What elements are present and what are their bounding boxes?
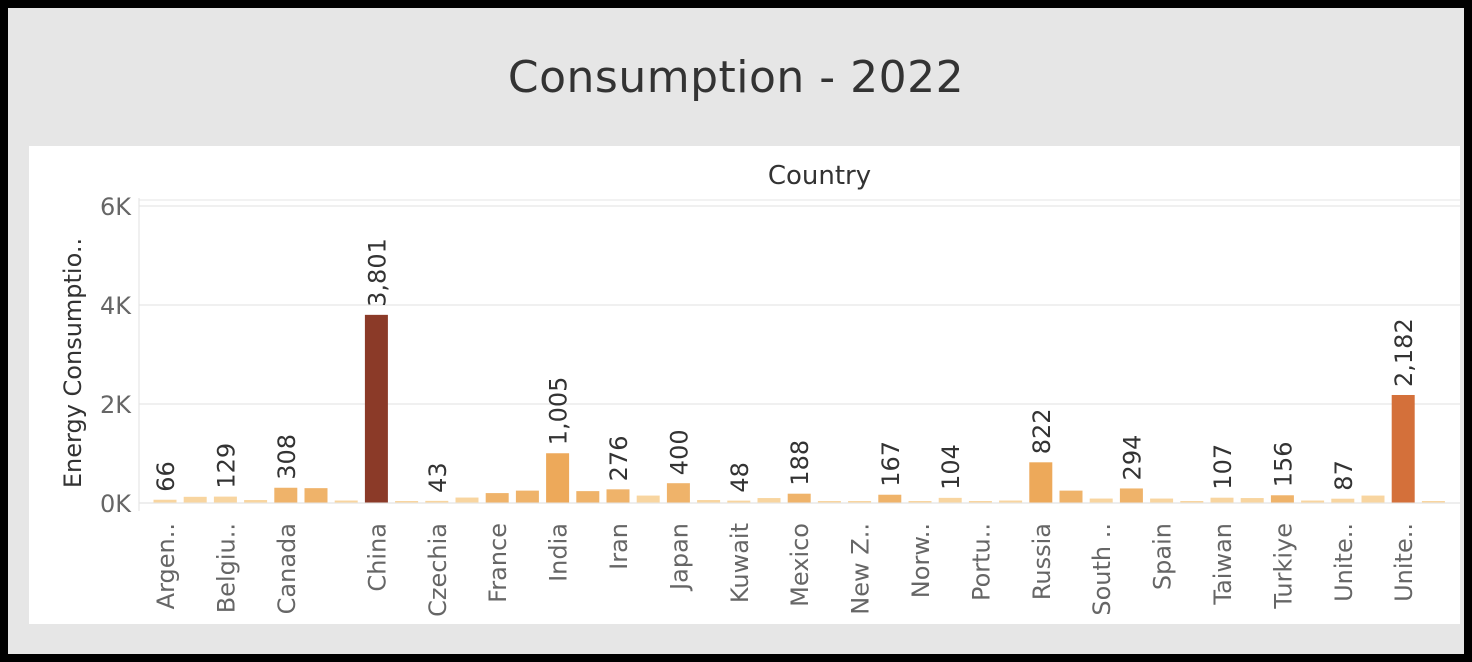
x-tick-label: India — [545, 523, 573, 582]
chart-header: Country — [768, 161, 871, 191]
bar[interactable] — [1059, 490, 1083, 503]
bar[interactable] — [848, 501, 872, 503]
data-label: 167 — [877, 441, 905, 487]
chart-panel: Country Energy Consumptio.. 0K 2K 4K 6K 66 Arge… — [29, 146, 1460, 624]
data-label: 3,801 — [363, 238, 391, 307]
x-tick-label: Czechia — [424, 523, 452, 617]
x-tick-label: Argen.. — [152, 523, 180, 609]
bar[interactable] — [274, 487, 298, 503]
data-label: 188 — [786, 440, 814, 486]
y-tick-label: 6K — [100, 193, 132, 221]
bar[interactable] — [213, 496, 237, 503]
x-tick-label: France — [484, 523, 512, 603]
bar[interactable] — [1421, 501, 1445, 503]
data-label: 400 — [665, 429, 693, 475]
y-tick-label: 0K — [100, 490, 132, 518]
x-tick-label: New Z.. — [847, 523, 875, 615]
x-tick-label: Spain — [1149, 523, 1177, 590]
bar[interactable] — [606, 489, 630, 503]
bar[interactable] — [908, 501, 932, 503]
bar[interactable] — [455, 497, 479, 503]
x-tick-label: Turkiye — [1269, 523, 1297, 610]
bar[interactable] — [395, 501, 419, 503]
data-label: 294 — [1118, 435, 1146, 481]
x-tick-label: Japan — [665, 523, 693, 592]
x-tick-label: Unite.. — [1390, 523, 1418, 602]
x-tick-label: Mexico — [786, 523, 814, 607]
data-label: 48 — [726, 462, 754, 493]
bar[interactable] — [817, 501, 841, 503]
bar[interactable] — [878, 494, 902, 503]
bar[interactable] — [1240, 498, 1264, 503]
bar[interactable] — [1391, 394, 1415, 503]
data-label: 1,005 — [545, 377, 573, 446]
x-tick-label: Russia — [1028, 523, 1056, 600]
x-tick-label: Unite.. — [1330, 523, 1358, 602]
data-label: 156 — [1269, 441, 1297, 487]
bar[interactable] — [1210, 497, 1234, 503]
bar[interactable] — [153, 499, 177, 503]
data-label: 87 — [1330, 460, 1358, 491]
data-label: 129 — [212, 443, 240, 489]
bar[interactable] — [244, 500, 268, 503]
x-tick-label: Taiwan — [1209, 523, 1237, 606]
x-tick-label: South .. — [1088, 523, 1116, 616]
y-tick-label: 4K — [100, 292, 132, 320]
y-axis-label: Energy Consumptio.. — [59, 238, 87, 488]
bar[interactable] — [787, 493, 811, 503]
bar-chart: Country Energy Consumptio.. 0K 2K 4K 6K 66 Arge… — [59, 161, 1460, 617]
bar[interactable] — [183, 496, 207, 503]
chart-title: Consumption - 2022 — [507, 52, 965, 103]
bar[interactable] — [1301, 500, 1325, 503]
bar[interactable] — [1089, 498, 1113, 503]
x-tick-label: China — [363, 523, 391, 592]
bar[interactable] — [999, 500, 1023, 503]
bar[interactable] — [515, 490, 539, 503]
bar[interactable] — [1150, 498, 1174, 503]
data-label: 43 — [424, 462, 452, 493]
bar[interactable] — [304, 488, 328, 503]
data-label: 107 — [1209, 444, 1237, 490]
data-label: 276 — [605, 436, 633, 482]
bar[interactable] — [1029, 462, 1053, 503]
x-tick-label: Canada — [273, 523, 301, 614]
bar[interactable] — [1180, 501, 1204, 503]
x-tick-label: Belgiu.. — [212, 523, 240, 613]
x-tick-label: Iran — [605, 523, 633, 570]
data-label: 2,182 — [1390, 318, 1418, 387]
x-tick-label: Portu.. — [967, 523, 995, 601]
bar[interactable] — [1331, 498, 1355, 503]
bar[interactable] — [1119, 488, 1143, 503]
data-label: 308 — [273, 434, 301, 480]
data-label: 822 — [1028, 408, 1056, 454]
bar[interactable] — [425, 500, 449, 503]
bar[interactable] — [938, 497, 962, 503]
bar[interactable] — [576, 491, 600, 503]
bar[interactable] — [1361, 495, 1385, 503]
bar[interactable] — [636, 495, 660, 503]
bar[interactable] — [485, 493, 509, 503]
bar[interactable] — [727, 500, 751, 503]
bar[interactable] — [697, 500, 721, 503]
y-tick-label: 2K — [100, 391, 132, 419]
bar[interactable] — [968, 501, 992, 503]
data-label: 66 — [152, 461, 180, 492]
bar[interactable] — [334, 500, 358, 503]
bar[interactable] — [364, 314, 388, 503]
x-tick-label: Norw.. — [907, 523, 935, 598]
bar[interactable] — [757, 498, 781, 503]
x-tick-label: Kuwait — [726, 523, 754, 603]
bar[interactable] — [666, 483, 690, 503]
data-label: 104 — [937, 444, 965, 490]
bar[interactable] — [1270, 495, 1294, 503]
bar[interactable] — [546, 453, 570, 503]
